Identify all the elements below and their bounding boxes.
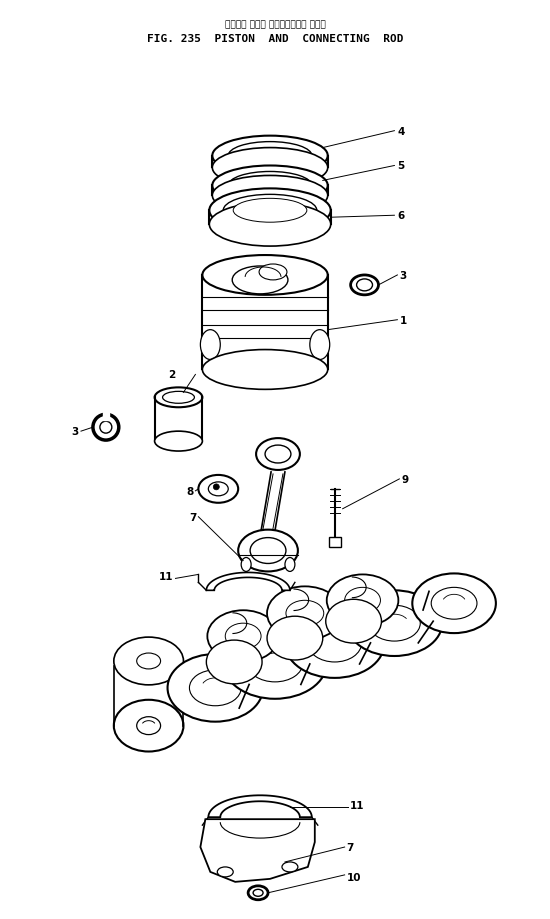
Polygon shape [103, 413, 109, 421]
Text: ピストン および コネクティング ロッド: ピストン および コネクティング ロッド [224, 20, 326, 29]
Ellipse shape [213, 484, 219, 491]
Polygon shape [208, 796, 312, 817]
Ellipse shape [282, 862, 298, 872]
Ellipse shape [256, 438, 300, 471]
Ellipse shape [223, 628, 327, 699]
Ellipse shape [200, 330, 221, 360]
Ellipse shape [310, 330, 329, 360]
Ellipse shape [202, 350, 328, 390]
Ellipse shape [238, 530, 298, 572]
Bar [329, 537, 340, 547]
Ellipse shape [267, 586, 343, 641]
Ellipse shape [212, 149, 328, 188]
Ellipse shape [137, 653, 161, 669]
Ellipse shape [241, 558, 251, 572]
Ellipse shape [356, 279, 372, 291]
Ellipse shape [265, 446, 291, 463]
Ellipse shape [248, 886, 268, 900]
Ellipse shape [168, 654, 263, 722]
Ellipse shape [350, 276, 378, 296]
Ellipse shape [346, 591, 442, 656]
Ellipse shape [327, 574, 398, 627]
Ellipse shape [308, 625, 361, 663]
Text: 6: 6 [398, 211, 405, 221]
Ellipse shape [100, 422, 112, 434]
Text: 4: 4 [398, 127, 405, 137]
Ellipse shape [210, 203, 331, 247]
Ellipse shape [412, 573, 496, 633]
Text: 5: 5 [398, 162, 405, 171]
Ellipse shape [368, 606, 420, 641]
Ellipse shape [189, 670, 241, 706]
Ellipse shape [253, 890, 263, 896]
Ellipse shape [259, 265, 287, 280]
Polygon shape [200, 819, 315, 882]
Text: 11: 11 [350, 800, 364, 811]
Ellipse shape [155, 388, 202, 408]
Text: 7: 7 [189, 512, 196, 522]
Text: FIG. 235  PISTON  AND  CONNECTING  ROD: FIG. 235 PISTON AND CONNECTING ROD [147, 34, 403, 44]
Ellipse shape [114, 638, 184, 685]
Ellipse shape [431, 588, 477, 619]
Text: 3: 3 [72, 426, 79, 437]
Ellipse shape [207, 610, 279, 663]
Ellipse shape [217, 867, 233, 877]
Text: 10: 10 [346, 872, 361, 882]
Ellipse shape [326, 599, 382, 643]
Ellipse shape [286, 601, 324, 627]
Ellipse shape [212, 166, 328, 206]
Ellipse shape [212, 137, 328, 176]
Ellipse shape [233, 199, 307, 223]
Text: 2: 2 [168, 370, 175, 380]
Ellipse shape [202, 255, 328, 296]
Ellipse shape [345, 588, 381, 614]
Ellipse shape [228, 142, 312, 170]
Text: 1: 1 [399, 315, 406, 325]
Ellipse shape [163, 391, 194, 403]
Ellipse shape [285, 558, 295, 572]
Ellipse shape [93, 414, 119, 440]
Ellipse shape [250, 538, 286, 564]
Ellipse shape [228, 172, 312, 200]
Text: 3: 3 [399, 270, 406, 280]
Text: 8: 8 [186, 486, 194, 496]
Ellipse shape [206, 641, 262, 684]
Ellipse shape [208, 482, 228, 496]
Ellipse shape [232, 267, 288, 294]
Ellipse shape [199, 475, 238, 504]
Ellipse shape [155, 432, 202, 451]
Text: 7: 7 [346, 842, 354, 852]
Ellipse shape [212, 176, 328, 216]
Ellipse shape [223, 195, 317, 227]
Ellipse shape [137, 717, 161, 735]
Text: 9: 9 [402, 474, 409, 484]
Ellipse shape [210, 189, 331, 233]
Ellipse shape [226, 623, 261, 650]
Polygon shape [206, 573, 290, 591]
Ellipse shape [114, 700, 184, 752]
Ellipse shape [267, 617, 323, 660]
Ellipse shape [285, 608, 384, 678]
Text: 11: 11 [159, 572, 173, 582]
Ellipse shape [247, 644, 303, 682]
